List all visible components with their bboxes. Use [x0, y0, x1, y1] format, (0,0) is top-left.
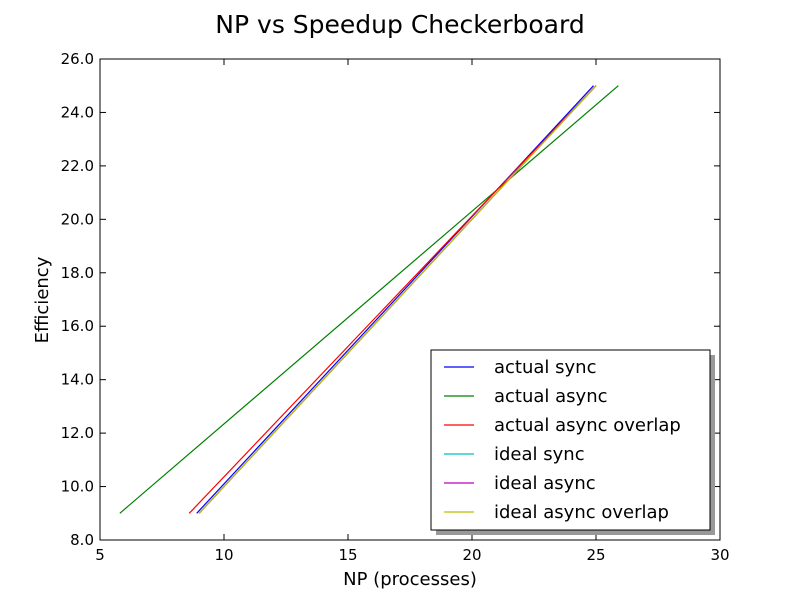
y-tick-label: 12.0 [61, 424, 94, 442]
y-tick-label: 26.0 [61, 50, 94, 68]
x-tick-label: 30 [710, 546, 729, 564]
x-tick-label: 15 [338, 546, 357, 564]
y-tick-label: 22.0 [61, 157, 94, 175]
legend-label: ideal async overlap [494, 502, 669, 523]
x-tick-label: 25 [586, 546, 605, 564]
series-line-6 [198, 85, 597, 514]
legend-label: ideal async [494, 473, 596, 494]
y-tick-label: 24.0 [61, 103, 94, 121]
legend: actual sync actual async actual async over… [430, 349, 715, 535]
chart-title: NP vs Speedup Checkerboard [215, 10, 584, 39]
x-axis-label: NP (processes) [343, 569, 477, 590]
y-tick-label: 14.0 [61, 371, 94, 389]
y-tick-label: 10.0 [61, 478, 94, 496]
axis-ticks: 5 10 15 20 25 30 8.0 10.0 12.0 14.0 16.0 18.0 20.0 22… [61, 50, 730, 564]
y-tick-label: 18.0 [61, 264, 94, 282]
y-tick-label: 20.0 [61, 210, 94, 228]
y-tick-label: 16.0 [61, 317, 94, 335]
plot-area [99, 58, 721, 541]
y-tick-label: 8.0 [70, 531, 94, 549]
legend-label: actual async [494, 386, 608, 407]
series-line-2 [119, 85, 619, 514]
y-axis-label: Efficiency [32, 256, 53, 343]
legend-label: actual async overlap [494, 415, 681, 436]
legend-box [430, 349, 711, 531]
legend-label: ideal sync [494, 444, 585, 465]
plot-frame [99, 58, 721, 541]
x-tick-label: 20 [462, 546, 481, 564]
series-line-3 [188, 85, 597, 514]
x-tick-label: 5 [95, 546, 105, 564]
legend-label: actual sync [494, 357, 596, 378]
x-tick-label: 10 [214, 546, 233, 564]
